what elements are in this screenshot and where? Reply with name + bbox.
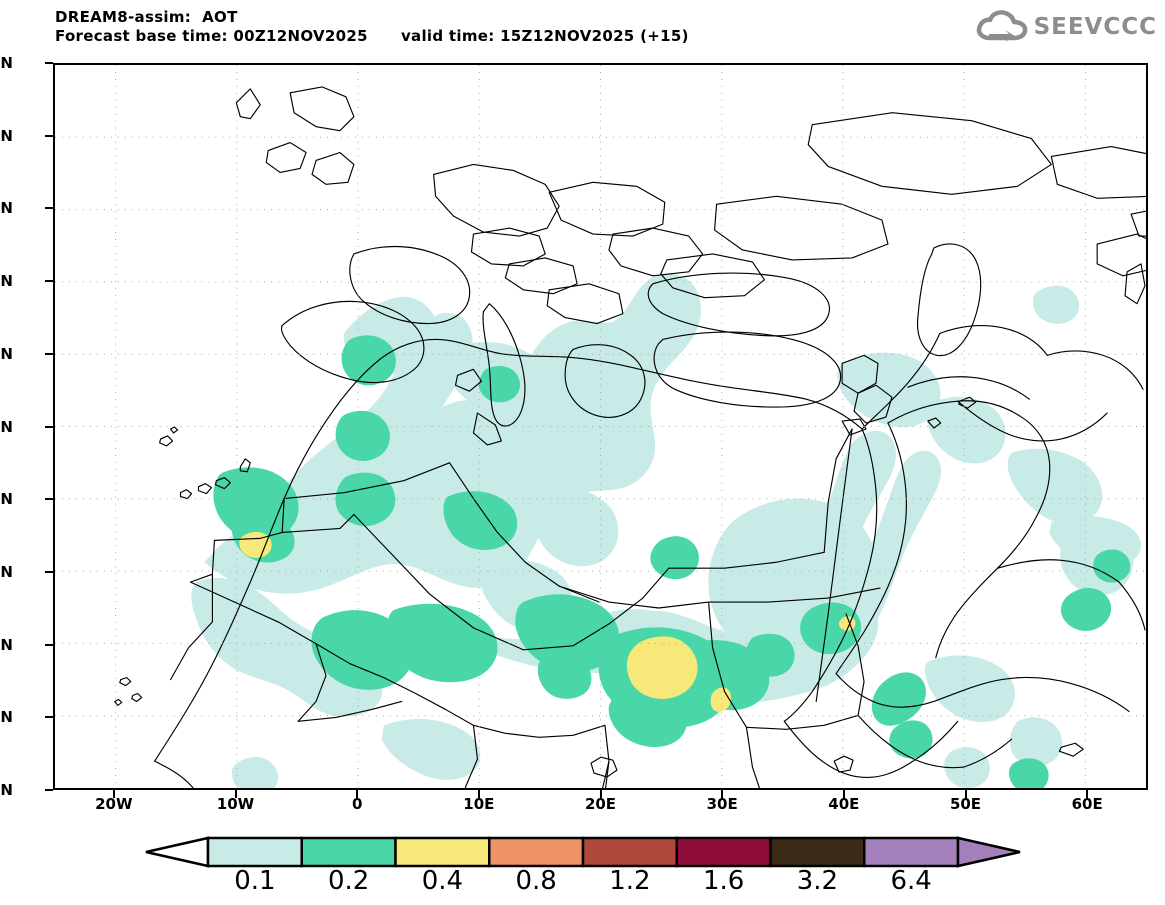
colorbar[interactable]: 0.1 0.2 0.4 0.8 1.2 1.6 3.2 6.4 [0,836,1165,902]
y-axis-label-45N: 45N [0,199,13,218]
x-axis-label-0: 0 [351,795,363,813]
x-axis-tick [477,790,480,798]
colorbar-swatches [145,836,1021,868]
y-axis-tick [45,789,53,791]
colorbar-segment-6[interactable] [769,836,866,868]
x-axis-label-10W: 10W [216,795,255,813]
y-axis-label-55N: 55N [0,54,13,72]
y-axis-tick [45,570,53,573]
cloud-icon [976,10,1027,42]
y-axis-label-10N: 10N [0,708,13,727]
aot-map-svg [55,65,1146,788]
y-axis-label-30N: 30N [0,417,13,436]
colorbar-tick-0.8: 0.8 [515,866,557,896]
x-axis-label-30E: 30E [706,795,738,813]
x-axis-tick [721,790,724,798]
y-axis-tick [45,134,53,137]
y-axis-label-40N: 40N [0,272,13,291]
y-axis-tick [45,425,53,428]
y-axis-label-25N: 25N [0,490,13,509]
model-title: DREAM8-assim: AOT [55,8,238,26]
x-axis-label-40E: 40E [828,795,860,813]
x-axis-label-50E: 50E [949,795,982,813]
y-axis-tick [45,643,53,646]
y-axis-label-20N: 20N [0,562,13,581]
colorbar-segment-7[interactable] [863,836,960,868]
colorbar-segment-4[interactable] [581,836,678,868]
colorbar-under-arrow[interactable] [145,836,210,868]
logo-text: SEEVCCC [1033,14,1157,40]
seevccc-logo: SEEVCCC [976,10,1157,44]
chart-header: DREAM8-assim: AOT Forecast base time: 00… [55,8,689,46]
colorbar-tick-0.2: 0.2 [327,866,370,896]
y-axis-tick [45,352,53,355]
x-axis-label-60E: 60E [1071,795,1103,813]
colorbar-tick-3.2: 3.2 [796,866,839,896]
colorbar-segment-1[interactable] [300,836,397,868]
aot-contour-fills [191,273,1142,788]
y-axis-tick [45,207,53,210]
y-axis-label-15N: 15N [0,635,13,654]
x-axis-tick [1086,790,1089,798]
x-axis-tick [964,790,967,798]
colorbar-tick-0.1: 0.1 [234,866,276,896]
x-axis-tick [842,790,845,798]
y-axis-label-35N: 35N [0,344,13,363]
colorbar-segment-3[interactable] [488,836,585,868]
colorbar-over-arrow[interactable] [956,836,1021,868]
x-axis-tick [234,790,237,798]
x-axis-label-10E: 10E [463,795,495,813]
map-gridlines [55,65,1146,788]
x-axis-tick [112,790,115,798]
map-coastlines [114,86,1146,788]
colorbar-tick-1.2: 1.2 [609,866,651,896]
x-axis-tick [599,790,602,798]
x-axis-tick [356,790,359,798]
map-plot-area[interactable] [53,63,1148,790]
colorbar-segment-5[interactable] [675,836,772,868]
colorbar-tick-0.4: 0.4 [421,866,464,896]
y-axis-tick [45,498,53,501]
x-axis-label-20W: 20W [95,795,133,813]
colorbar-tick-1.6: 1.6 [702,866,745,896]
colorbar-tick-6.4: 6.4 [890,866,932,896]
y-axis-tick [45,280,53,283]
x-axis-label-20E: 20E [584,795,617,813]
colorbar-segment-0[interactable] [206,836,303,868]
y-axis-tick [45,62,53,64]
forecast-time-line: Forecast base time: 00Z12NOV2025 valid t… [55,27,689,45]
colorbar-segment-2[interactable] [394,836,491,868]
y-axis-label-5N: 5N [0,781,13,799]
y-axis-label-50N: 50N [0,126,13,145]
y-axis-tick [45,716,53,719]
